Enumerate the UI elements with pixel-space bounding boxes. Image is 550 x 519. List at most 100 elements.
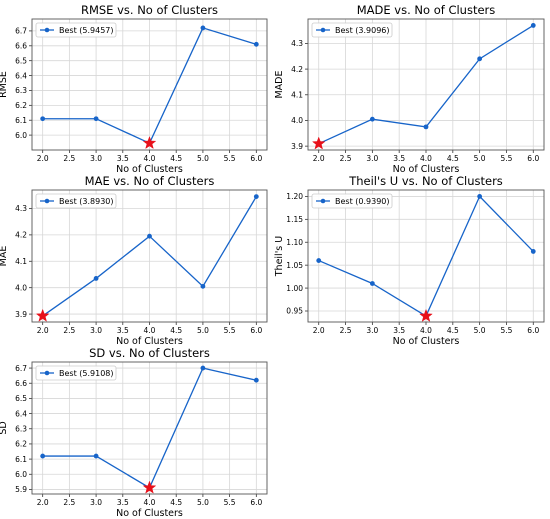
data-point: [369, 281, 375, 286]
best-star-marker: [142, 480, 157, 494]
plot-frame: [31, 361, 268, 495]
data-point: [40, 116, 46, 122]
y-tick-label: 6.3: [15, 424, 27, 433]
chart-panel-1: RMSE vs. No of Clusters 2.0 2.5 3.0 3.5 4.0 4.…: [0, 3, 268, 175]
chart-title: Theil's U vs. No of Clusters: [348, 174, 503, 188]
chart-panel-5: SD vs. No of Clusters 2.0 2.5 3.0 3.5 4.0 4.5 5…: [0, 346, 268, 519]
legend-box: [311, 193, 393, 209]
legend: Best (3.9096): [311, 22, 393, 38]
plot-frame: [307, 18, 545, 151]
x-axis-label: No of Clusters: [116, 164, 183, 175]
chart-panel-4: Theil's U vs. No of Clusters 2.0 2.5 3.0 3.5…: [274, 174, 545, 347]
x-tick-label: 4.0: [144, 326, 156, 335]
x-axis-label: No of Clusters: [393, 164, 460, 175]
x-tick-label: 4.0: [144, 498, 156, 507]
x-tick-label: 5.0: [474, 326, 486, 335]
y-axis-label: MADE: [274, 70, 285, 98]
plot-frame: [31, 18, 268, 151]
data-point: [253, 41, 259, 47]
y-tick-label: 4.3: [291, 39, 303, 48]
legend: Best (3.8930): [35, 193, 117, 209]
legend: Best (5.9457): [35, 22, 117, 38]
plot-frame: [307, 189, 545, 323]
data-point: [477, 194, 483, 199]
y-tick-label: 4.1: [291, 90, 303, 99]
y-tick-label: 4.2: [291, 65, 303, 74]
x-tick-label: 4.5: [170, 498, 182, 507]
y-tick-label: 3.9: [291, 142, 303, 151]
x-axis-label: No of Clusters: [116, 508, 183, 519]
data-point: [147, 233, 152, 239]
best-star-marker: [35, 308, 50, 322]
chart-title: SD vs. No of Clusters: [89, 346, 210, 360]
x-tick-label: 6.0: [250, 326, 262, 335]
legend-marker-swatch: [320, 198, 326, 204]
legend-box: [35, 22, 117, 38]
y-tick-label: 6.0: [15, 470, 27, 479]
data-point: [93, 116, 99, 122]
legend-box: [35, 365, 117, 381]
data-point: [93, 276, 99, 281]
y-tick-label: 6.2: [15, 101, 27, 110]
legend-marker-swatch: [320, 27, 326, 33]
legend-box: [311, 22, 393, 38]
y-tick-label: 6.5: [15, 56, 27, 65]
y-tick-label: 6.3: [15, 86, 27, 95]
data-point: [316, 258, 322, 263]
y-tick-label: 4.2: [15, 231, 27, 240]
legend-marker-swatch: [44, 370, 50, 376]
plot-frame: [31, 189, 268, 323]
best-star-marker: [142, 135, 157, 150]
y-tick-label: 1.15: [286, 215, 303, 224]
x-axis-label: No of Clusters: [393, 336, 460, 347]
x-axis-label: No of Clusters: [116, 336, 183, 347]
y-tick-label: 1.20: [286, 192, 303, 201]
x-tick-label: 5.5: [500, 326, 512, 335]
data-point: [477, 56, 483, 62]
y-tick-label: 6.4: [15, 409, 27, 418]
x-tick-label: 2.5: [63, 326, 75, 335]
legend-label: Best (0.9390): [335, 197, 390, 206]
x-tick-label: 4.0: [144, 154, 156, 163]
data-point: [200, 365, 206, 371]
y-tick-label: 6.7: [15, 27, 27, 36]
x-tick-label: 2.0: [37, 498, 49, 507]
best-star-marker: [419, 308, 433, 322]
x-tick-label: 2.0: [37, 154, 49, 163]
y-tick-label: 6.5: [15, 394, 27, 403]
x-tick-label: 3.5: [117, 326, 129, 335]
legend: Best (5.9108): [35, 365, 117, 381]
legend-marker-swatch: [44, 198, 50, 204]
legend-box: [35, 193, 117, 209]
legend-label: Best (5.9108): [59, 369, 114, 378]
y-tick-label: 4.0: [291, 116, 303, 125]
x-tick-label: 5.0: [474, 154, 486, 163]
x-tick-label: 5.5: [224, 498, 236, 507]
x-tick-label: 2.5: [340, 326, 352, 335]
x-tick-label: 6.0: [250, 498, 262, 507]
data-point: [200, 25, 206, 31]
y-tick-label: 4.3: [15, 204, 27, 213]
y-tick-label: 0.95: [286, 307, 303, 316]
y-tick-label: 6.6: [15, 41, 27, 50]
x-tick-label: 5.0: [197, 326, 209, 335]
data-point: [40, 453, 46, 459]
y-tick-label: 6.1: [15, 116, 27, 125]
y-axis-label: SD: [0, 421, 9, 434]
x-tick-label: 6.0: [250, 154, 262, 163]
x-tick-label: 5.5: [224, 326, 236, 335]
y-tick-label: 6.0: [15, 131, 27, 140]
x-tick-label: 4.5: [447, 154, 459, 163]
x-tick-label: 5.5: [224, 154, 236, 163]
data-point: [253, 194, 259, 200]
x-tick-label: 6.0: [527, 154, 539, 163]
x-tick-label: 2.5: [63, 498, 75, 507]
x-tick-label: 3.5: [117, 154, 129, 163]
x-tick-label: 5.0: [197, 498, 209, 507]
data-point: [530, 249, 536, 254]
y-tick-label: 4.0: [15, 283, 27, 292]
best-star-marker: [311, 136, 326, 150]
x-tick-label: 2.0: [313, 326, 325, 335]
x-tick-label: 3.0: [90, 154, 102, 163]
